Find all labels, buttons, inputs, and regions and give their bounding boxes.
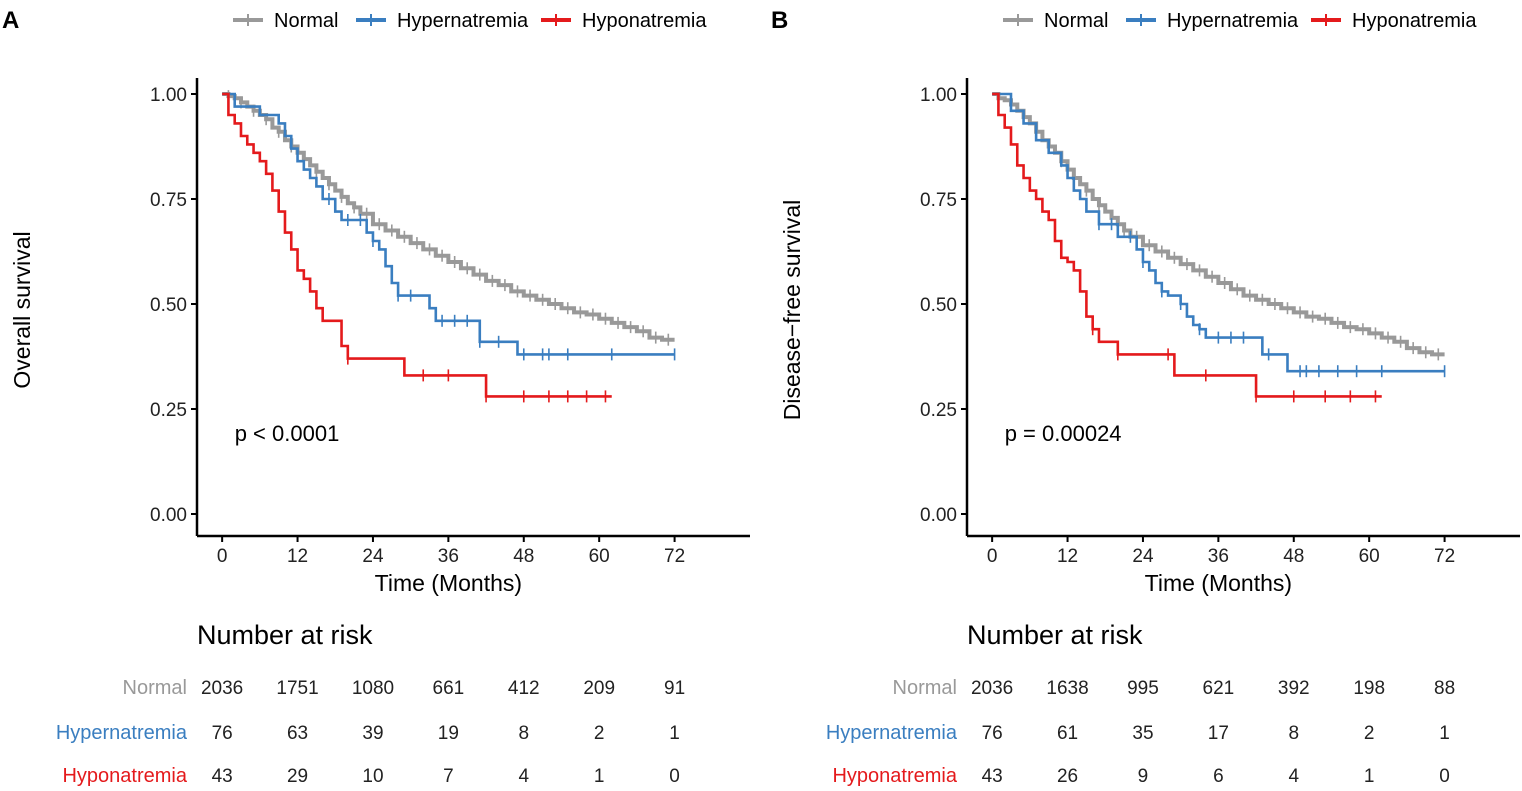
curve-normal — [222, 92, 675, 342]
risk-cell: 1638 — [1046, 678, 1088, 699]
risk-cell: 8 — [518, 723, 529, 744]
risk-cell: 1751 — [276, 678, 318, 699]
y-tick-label: 0.00 — [150, 505, 187, 526]
x-tick-label: 24 — [1132, 546, 1154, 567]
risk-cell: 76 — [212, 723, 233, 744]
risk-row-label-normal: Normal — [123, 677, 187, 699]
risk-cell: 1 — [669, 723, 680, 744]
panel-label: B — [771, 7, 788, 34]
legend-label-hyponatremia: Hyponatremia — [582, 10, 707, 32]
curve-hypernatremia — [992, 92, 1445, 373]
km-panel-a: A Normal Hypernatremia Hyponatremia 0.00 0.25… — [2, 7, 750, 787]
p-value: p = 0.00024 — [1005, 421, 1122, 446]
curve-hyponatremia — [992, 92, 1382, 398]
x-tick-label: 36 — [1208, 546, 1229, 567]
risk-cell: 1 — [1364, 766, 1375, 787]
risk-cell: 43 — [982, 766, 1003, 787]
risk-cell: 10 — [362, 766, 383, 787]
risk-cell: 76 — [982, 723, 1003, 744]
risk-cell: 19 — [438, 723, 459, 744]
legend-label-hyponatremia: Hyponatremia — [1352, 10, 1477, 32]
risk-cell: 412 — [508, 678, 540, 699]
risk-row-label-hypernatremia: Hypernatremia — [56, 722, 188, 744]
y-axis-title: Disease−free survival — [779, 200, 805, 421]
risk-cell: 91 — [664, 678, 685, 699]
x-tick-label: 72 — [664, 546, 685, 567]
risk-cell: 2 — [594, 723, 605, 744]
risk-cell: 995 — [1127, 678, 1159, 699]
risk-row-label-hyponatremia: Hyponatremia — [832, 765, 957, 787]
risk-cell: 63 — [287, 723, 308, 744]
x-tick-label: 0 — [987, 546, 998, 567]
risk-cell: 9 — [1138, 766, 1149, 787]
risk-cell: 1 — [594, 766, 605, 787]
x-axis-title: Time (Months) — [1145, 570, 1292, 596]
x-tick-label: 60 — [589, 546, 610, 567]
risk-cell: 621 — [1203, 678, 1235, 699]
risk-cell: 209 — [583, 678, 615, 699]
risk-row-label-hypernatremia: Hypernatremia — [826, 722, 958, 744]
risk-cell: 4 — [1288, 766, 1299, 787]
risk-cell: 8 — [1288, 723, 1299, 744]
legend-label-hypernatremia: Hypernatremia — [1167, 10, 1299, 32]
y-tick-label: 1.00 — [920, 85, 957, 106]
risk-cell: 35 — [1132, 723, 1153, 744]
risk-cell: 43 — [212, 766, 233, 787]
x-axis-title: Time (Months) — [375, 570, 522, 596]
curve-hyponatremia — [222, 92, 612, 398]
x-tick-label: 12 — [287, 546, 308, 567]
risk-row-label-hyponatremia: Hyponatremia — [62, 765, 187, 787]
risk-cell: 198 — [1353, 678, 1385, 699]
risk-table-title: Number at risk — [197, 620, 373, 650]
y-tick-label: 0.25 — [920, 400, 957, 421]
y-axis-title: Overall survival — [9, 231, 35, 388]
x-tick-label: 60 — [1359, 546, 1380, 567]
x-tick-label: 0 — [217, 546, 228, 567]
risk-cell: 7 — [443, 766, 454, 787]
risk-row-label-normal: Normal — [893, 677, 957, 699]
y-tick-label: 0.50 — [920, 295, 957, 316]
risk-cell: 88 — [1434, 678, 1455, 699]
risk-cell: 17 — [1208, 723, 1229, 744]
x-tick-label: 48 — [513, 546, 534, 567]
risk-cell: 2036 — [971, 678, 1013, 699]
risk-cell: 26 — [1057, 766, 1078, 787]
risk-cell: 392 — [1278, 678, 1310, 699]
legend-label-normal: Normal — [1044, 10, 1108, 32]
legend-label-normal: Normal — [274, 10, 338, 32]
risk-cell: 2036 — [201, 678, 243, 699]
risk-cell: 6 — [1213, 766, 1224, 787]
risk-cell: 29 — [287, 766, 308, 787]
risk-cell: 1080 — [352, 678, 394, 699]
x-tick-label: 48 — [1283, 546, 1304, 567]
x-tick-label: 12 — [1057, 546, 1078, 567]
risk-cell: 39 — [362, 723, 383, 744]
y-tick-label: 0.00 — [920, 505, 957, 526]
risk-cell: 2 — [1364, 723, 1375, 744]
y-tick-label: 0.75 — [920, 190, 957, 211]
p-value: p < 0.0001 — [235, 421, 340, 446]
x-tick-label: 24 — [362, 546, 384, 567]
risk-cell: 1 — [1439, 723, 1450, 744]
panel-label: A — [2, 7, 19, 34]
risk-table-title: Number at risk — [967, 620, 1143, 650]
risk-cell: 661 — [433, 678, 465, 699]
y-tick-label: 0.25 — [150, 400, 187, 421]
y-tick-label: 0.50 — [150, 295, 187, 316]
x-tick-label: 36 — [438, 546, 459, 567]
curve-hypernatremia — [222, 92, 675, 356]
legend-label-hypernatremia: Hypernatremia — [397, 10, 529, 32]
y-tick-label: 0.75 — [150, 190, 187, 211]
risk-cell: 4 — [518, 766, 529, 787]
x-tick-label: 72 — [1434, 546, 1455, 567]
km-panel-b: B Normal Hypernatremia Hyponatremia 0.00 0.25… — [771, 7, 1520, 787]
risk-cell: 0 — [669, 766, 680, 787]
curve-normal — [992, 92, 1445, 357]
risk-cell: 61 — [1057, 723, 1078, 744]
y-tick-label: 1.00 — [150, 85, 187, 106]
risk-cell: 0 — [1439, 766, 1450, 787]
